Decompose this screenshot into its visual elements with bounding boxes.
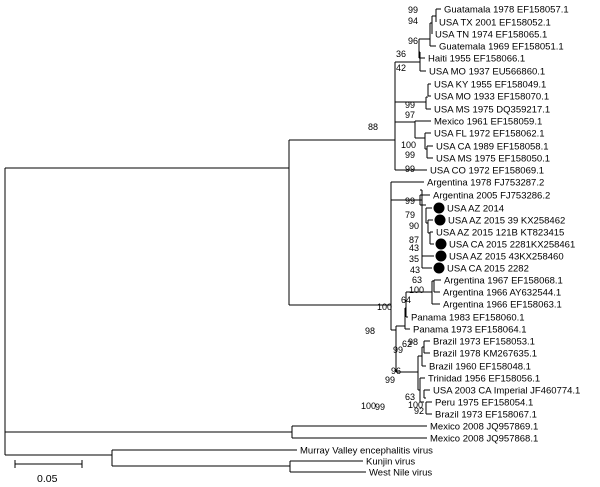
support-value: 100	[377, 302, 392, 312]
leaf-label: USA MS 1975 DQ359217.1	[434, 105, 550, 116]
support-value: 99	[405, 164, 415, 174]
support-value: 42	[396, 63, 406, 73]
support-value: 63	[405, 392, 415, 402]
leaf-label: USA TN 1974 EF158065.1	[435, 30, 547, 41]
tree-branches	[4, 8, 441, 473]
leaf-label: Brazil 1973 EF158053.1	[433, 337, 535, 348]
leaf-label: USA FL 1972 EF158062.1	[434, 129, 545, 140]
study-sample-markers	[433, 202, 447, 274]
leaf-label: Panama 1983 EF158060.1	[411, 313, 525, 324]
support-value: 96	[391, 366, 401, 376]
support-value: 100	[401, 140, 416, 150]
support-value: 87	[409, 235, 419, 245]
leaf-label: USA TX 2001 EF158052.1	[439, 18, 551, 29]
leaf-labels: Guatamala 1978 EF158057.1 USA TX 2001 EF1…	[300, 5, 580, 479]
support-value: 98	[365, 326, 375, 336]
support-value: 94	[408, 16, 418, 26]
sample-marker-dot	[433, 202, 445, 214]
support-value: 99	[405, 196, 415, 206]
leaf-label: USA CO 1972 EF158069.1	[430, 166, 544, 177]
leaf-label: USA 2003 CA Imperial JF460774.1	[433, 386, 580, 397]
leaf-label: Argentina 2005 FJ753286.2	[433, 191, 550, 202]
leaf-label: West Nile virus	[369, 468, 432, 479]
leaf-label: USA CA 2015 2281KX258461	[449, 240, 575, 251]
leaf-label: USA AZ 2015 121B KT823415	[436, 228, 564, 239]
support-value: 35	[409, 254, 419, 264]
leaf-label: Argentina 1967 EF158068.1	[444, 276, 563, 287]
support-value: 96	[408, 36, 418, 46]
bootstrap-support-values: 9994963642999710099998890799987433543631…	[361, 5, 424, 416]
leaf-label: Trinidad 1956 EF158056.1	[428, 374, 540, 385]
leaf-label: Mexico 2008 JQ957868.1	[430, 434, 538, 445]
leaf-label: Haiti 1955 EF158066.1	[428, 54, 525, 65]
leaf-label: Argentina 1966 AY632544.1	[443, 288, 561, 299]
sample-marker-dot	[433, 262, 445, 274]
scale-bar: 0.05	[14, 460, 83, 485]
leaf-label: USA KY 1955 EF158049.1	[434, 80, 546, 91]
support-value: 62	[402, 339, 412, 349]
support-value: 98	[408, 337, 418, 347]
leaf-label: Brazil 1960 EF158048.1	[429, 362, 531, 373]
support-value: 43	[409, 243, 419, 253]
support-value: 92	[414, 406, 424, 416]
support-value: 64	[401, 295, 411, 305]
leaf-label: Panama 1973 EF158064.1	[413, 325, 527, 336]
leaf-label: Murray Valley encephalitis virus	[300, 446, 433, 457]
support-value: 99	[405, 150, 415, 160]
leaf-label: Argentina 1966 EF158063.1	[443, 300, 562, 311]
leaf-label: Peru 1975 EF158054.1	[435, 398, 533, 409]
leaf-label: USA CA 1989 EF158058.1	[436, 142, 549, 153]
leaf-label: Argentina 1978 FJ753287.2	[427, 178, 544, 189]
leaf-label: USA AZ 2015 39 KX258462	[448, 216, 565, 227]
leaf-label: Guatamala 1978 EF158057.1	[444, 5, 569, 16]
sample-marker-dot	[435, 238, 447, 250]
support-value: 97	[405, 110, 415, 120]
support-value: 99	[375, 402, 385, 412]
support-value: 43	[410, 265, 420, 275]
support-value: 63	[412, 275, 422, 285]
leaf-label: Kunjin virus	[366, 457, 415, 468]
leaf-label: USA MO 1933 EF158070.1	[434, 92, 549, 103]
support-value: 99	[393, 345, 403, 355]
support-value: 99	[405, 100, 415, 110]
support-value: 99	[385, 375, 395, 385]
leaf-label: Mexico 2008 JQ957869.1	[430, 422, 538, 433]
support-value: 100	[361, 401, 376, 411]
support-value: 99	[408, 5, 418, 15]
leaf-label: USA AZ 2014	[447, 204, 504, 215]
scale-bar-label: 0.05	[37, 473, 58, 485]
support-value: 88	[368, 122, 378, 132]
support-value: 90	[409, 221, 419, 231]
leaf-label: USA MS 1975 EF158050.1	[436, 154, 550, 165]
leaf-label: USA AZ 2015 43KX258460	[449, 252, 564, 263]
leaf-label: USA CA 2015 2282	[447, 264, 529, 275]
leaf-label: Mexico 1961 EF158059.1	[434, 117, 542, 128]
support-value: 36	[396, 49, 406, 59]
leaf-label: USA MO 1937 EU566860.1	[429, 67, 545, 78]
support-value: 79	[405, 210, 415, 220]
sample-marker-dot	[435, 250, 447, 262]
leaf-label: Brazil 1978 KM267635.1	[433, 349, 537, 360]
leaf-label: Brazil 1973 EF158067.1	[435, 410, 537, 421]
support-value: 100	[409, 285, 424, 295]
leaf-label: Guatemala 1969 EF158051.1	[439, 42, 564, 53]
support-value: 100	[408, 400, 423, 410]
sample-marker-dot	[434, 214, 446, 226]
